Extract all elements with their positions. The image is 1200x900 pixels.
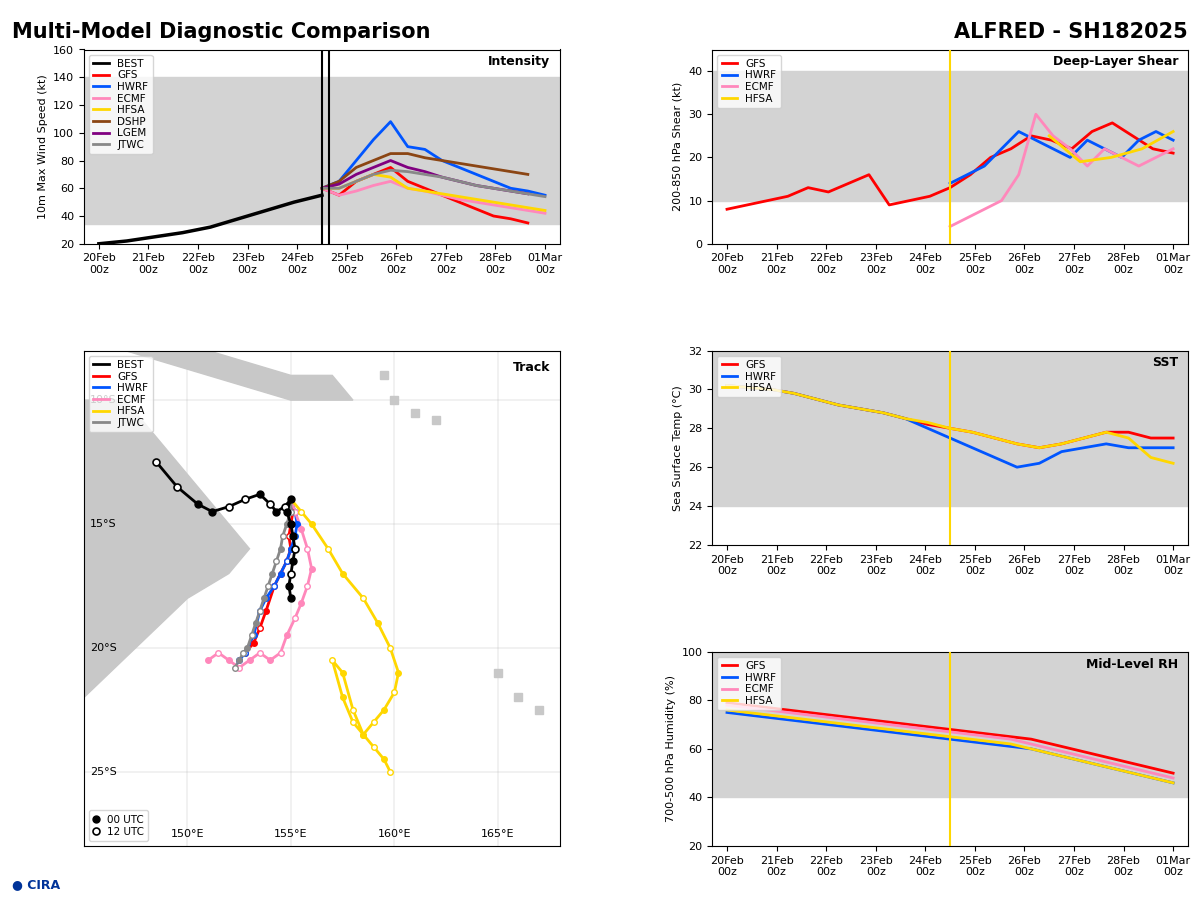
Legend: GFS, HWRF, HFSA: GFS, HWRF, HFSA <box>718 356 781 397</box>
Legend: GFS, HWRF, ECMF, HFSA: GFS, HWRF, ECMF, HFSA <box>718 657 781 710</box>
Polygon shape <box>84 400 250 846</box>
Legend: BEST, GFS, HWRF, ECMF, HFSA, DSHP, LGEM, JTWC: BEST, GFS, HWRF, ECMF, HFSA, DSHP, LGEM,… <box>89 55 152 154</box>
Text: Track: Track <box>512 361 551 374</box>
Text: 160°E: 160°E <box>378 829 412 839</box>
Text: Multi-Model Diagnostic Comparison: Multi-Model Diagnostic Comparison <box>12 22 431 42</box>
Text: 25°S: 25°S <box>90 767 116 777</box>
Y-axis label: Sea Surface Temp (°C): Sea Surface Temp (°C) <box>673 385 683 510</box>
Polygon shape <box>84 351 353 400</box>
Text: SST: SST <box>1152 356 1178 369</box>
Text: 155°E: 155°E <box>274 829 307 839</box>
Bar <box>712 749 1188 797</box>
Text: Mid-Level RH: Mid-Level RH <box>1086 658 1178 670</box>
Text: 165°E: 165°E <box>481 829 515 839</box>
Y-axis label: 10m Max Wind Speed (kt): 10m Max Wind Speed (kt) <box>37 75 48 219</box>
Bar <box>712 467 1188 506</box>
Legend: 00 UTC, 12 UTC: 00 UTC, 12 UTC <box>89 810 148 841</box>
Text: 10°S: 10°S <box>90 395 116 405</box>
Bar <box>712 158 1188 201</box>
Bar <box>84 77 560 139</box>
Text: ● CIRA: ● CIRA <box>12 878 60 891</box>
Text: 15°S: 15°S <box>90 519 116 529</box>
Legend: GFS, HWRF, ECMF, HFSA: GFS, HWRF, ECMF, HFSA <box>718 55 781 108</box>
Text: ALFRED - SH182025: ALFRED - SH182025 <box>954 22 1188 42</box>
Y-axis label: 700-500 hPa Humidity (%): 700-500 hPa Humidity (%) <box>666 675 676 823</box>
Text: 150°E: 150°E <box>170 829 204 839</box>
Y-axis label: 200-850 hPa Shear (kt): 200-850 hPa Shear (kt) <box>673 82 683 212</box>
Bar <box>84 139 560 183</box>
Text: Intensity: Intensity <box>488 55 551 68</box>
Bar <box>84 183 560 224</box>
Bar <box>712 351 1188 467</box>
Bar <box>712 71 1188 158</box>
Text: Deep-Layer Shear: Deep-Layer Shear <box>1052 55 1178 68</box>
Text: 20°S: 20°S <box>90 643 116 652</box>
Bar <box>712 652 1188 749</box>
